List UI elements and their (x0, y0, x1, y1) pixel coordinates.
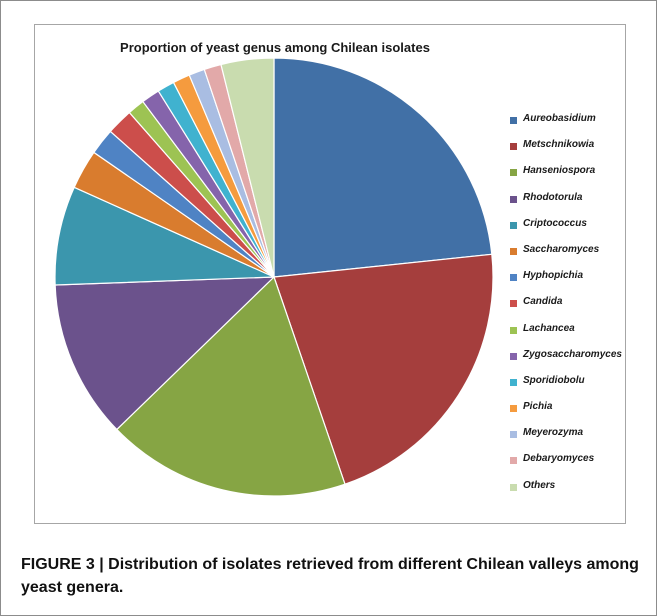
legend-item-candida: Candida (510, 296, 624, 322)
legend-swatch (510, 274, 517, 282)
legend-label: Aureobasidium (523, 113, 596, 124)
pie-slice-aureobasidium (273, 57, 493, 278)
legend-item-rhodotorula: Rhodotorula (510, 192, 624, 218)
legend-item-debaryomyces: Debaryomyces (510, 453, 624, 479)
legend-swatch (510, 169, 517, 177)
legend-swatch (510, 352, 517, 360)
legend-label: Pichia (523, 401, 553, 413)
legend-label: Others (523, 479, 556, 491)
legend-swatch (510, 300, 517, 308)
pie-slice-metschnikowia (273, 253, 494, 485)
legend-label: Metschnikowia (523, 139, 595, 151)
pie-slice-others (220, 57, 275, 278)
legend-swatch (510, 221, 517, 229)
legend-swatch (510, 195, 517, 203)
legend-label: Rhodotorula (523, 191, 583, 203)
pie-slice-rhodotorula (54, 276, 276, 431)
legend-swatch (510, 457, 517, 465)
pie-slice-hanseniospora (115, 275, 346, 497)
legend-item-aureobasidium: Aureobasidium (510, 113, 624, 139)
legend: Aureobasidium Metschnikowia Hanseniospora R… (510, 113, 624, 506)
legend-item-meyerozyma: Meyerozyma (510, 427, 624, 453)
legend-swatch (510, 431, 517, 439)
legend-label: Meyerozyma (523, 427, 584, 439)
legend-label: Zygosaccharomyces (523, 348, 622, 360)
legend-label: Saccharomyces (523, 243, 600, 255)
legend-item-sporidiobolu: Sporidiobolu (510, 375, 624, 401)
legend-label: Lachancea (523, 322, 575, 334)
legend-swatch (510, 378, 517, 386)
legend-item-lachancea: Lachancea (510, 323, 624, 349)
legend-item-criptococcus: Criptococcus (510, 218, 624, 244)
legend-swatch (510, 326, 517, 334)
legend-item-hyphopichia: Hyphopichia (510, 270, 624, 296)
legend-label: Debaryomyces (523, 453, 595, 465)
legend-item-metschnikowia: Metschnikowia (510, 139, 624, 165)
pie-chart (54, 57, 494, 497)
legend-swatch (510, 405, 517, 413)
legend-label: Hanseniospora (523, 165, 596, 177)
legend-item-saccharomyces: Saccharomyces (510, 244, 624, 270)
legend-label: Hyphopichia (523, 270, 584, 282)
chart-title: Proportion of yeast genus among Chilean … (120, 40, 430, 55)
legend-swatch (510, 117, 517, 124)
chart-area: Proportion of yeast genus among Chilean … (34, 24, 626, 524)
legend-swatch (510, 247, 517, 255)
legend-swatch (510, 483, 517, 491)
pie-slice-criptococcus (54, 186, 275, 286)
legend-swatch (510, 143, 517, 151)
legend-item-hanseniospora: Hanseniospora (510, 165, 624, 191)
figure-caption: FIGURE 3 | Distribution of isolates retr… (21, 556, 639, 596)
legend-item-zygosaccharomyces: Zygosaccharomyces (510, 349, 624, 375)
legend-label: Candida (523, 296, 563, 308)
legend-item-pichia: Pichia (510, 401, 624, 427)
legend-item-others: Others (510, 480, 624, 506)
legend-label: Sporidiobolu (523, 374, 585, 386)
legend-label: Criptococcus (523, 217, 587, 229)
